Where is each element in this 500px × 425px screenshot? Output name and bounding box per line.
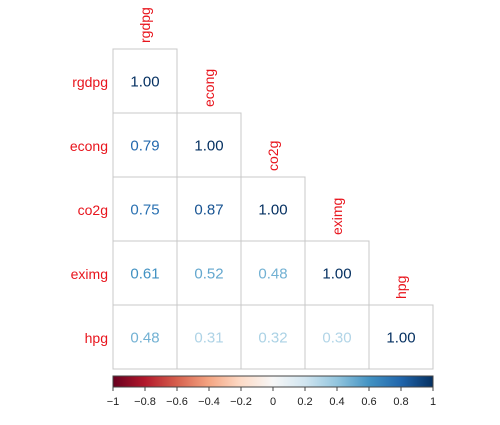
column-label-hpg: hpg: [393, 276, 409, 299]
colorbar-tick-label: −1: [107, 396, 120, 408]
row-label-hpg: hpg: [85, 330, 108, 346]
cell-econg-econg: [176, 112, 242, 178]
value-label-rgdpg-rgdpg: 1.00: [130, 74, 159, 91]
value-label-hpg-co2g: 0.32: [258, 330, 287, 347]
row-label-rgdpg: rgdpg: [72, 74, 108, 90]
value-label-eximg-eximg: 1.00: [322, 266, 351, 283]
colorbar-tick-label: 0.4: [329, 396, 344, 408]
cell-co2g-co2g: [240, 176, 306, 242]
row-label-co2g: co2g: [78, 202, 108, 218]
cell-hpg-eximg: [304, 304, 370, 370]
column-label-co2g: co2g: [265, 141, 281, 171]
colorbar-tick-label: 0.2: [297, 396, 312, 408]
colorbar-tick-label: 0: [270, 396, 276, 408]
value-label-co2g-rgdpg: 0.75: [130, 202, 159, 219]
cell-hpg-econg: [176, 304, 242, 370]
cell-eximg-eximg: [304, 240, 370, 306]
value-label-econg-econg: 1.00: [194, 138, 223, 155]
colorbar-tick-label: −0.6: [166, 396, 188, 408]
value-label-co2g-econg: 0.87: [194, 202, 223, 219]
cell-econg-rgdpg: [112, 112, 178, 178]
column-label-rgdpg: rgdpg: [137, 7, 153, 43]
cell-eximg-econg: [176, 240, 242, 306]
value-label-hpg-hpg: 1.00: [386, 330, 415, 347]
value-label-econg-rgdpg: 0.79: [130, 138, 159, 155]
colorbar-tick-label: −0.8: [134, 396, 156, 408]
value-label-eximg-econg: 0.52: [194, 266, 223, 283]
colorbar-tick-label: 0.8: [393, 396, 408, 408]
cell-co2g-rgdpg: [112, 176, 178, 242]
column-labels: rgdpg econg co2g eximg hpg: [137, 7, 409, 299]
correlation-grid: 1.00 0.79 1.00 0.75 0.87 1.00 0.61 0.52 0.48 1.00…: [112, 48, 434, 370]
colorbar-tick-label: 0.6: [361, 396, 376, 408]
row-label-eximg: eximg: [71, 266, 108, 282]
column-label-eximg: eximg: [329, 198, 345, 235]
row-labels: rgdpg econg co2g eximg hpg: [70, 74, 108, 346]
value-label-hpg-rgdpg: 0.48: [130, 330, 159, 347]
cell-rgdpg-rgdpg: [112, 48, 178, 114]
value-label-hpg-eximg: 0.30: [322, 330, 351, 347]
colorbar: −1 −0.8 −0.6 −0.4 −0.2 0 0.2 0.4 0.6 0.8 1: [107, 375, 436, 408]
value-label-co2g-co2g: 1.00: [258, 202, 287, 219]
value-label-eximg-co2g: 0.48: [258, 266, 287, 283]
value-label-hpg-econg: 0.31: [194, 330, 223, 347]
cell-hpg-co2g: [240, 304, 306, 370]
colorbar-tick-label: 1: [430, 396, 436, 408]
colorbar-tick-label: −0.2: [230, 396, 252, 408]
column-label-econg: econg: [201, 69, 217, 107]
colorbar-gradient: [112, 375, 434, 388]
colorbar-tick-label: −0.4: [198, 396, 220, 408]
row-label-econg: econg: [70, 138, 108, 154]
cell-hpg-hpg: [368, 304, 434, 370]
value-label-eximg-rgdpg: 0.61: [130, 266, 159, 283]
